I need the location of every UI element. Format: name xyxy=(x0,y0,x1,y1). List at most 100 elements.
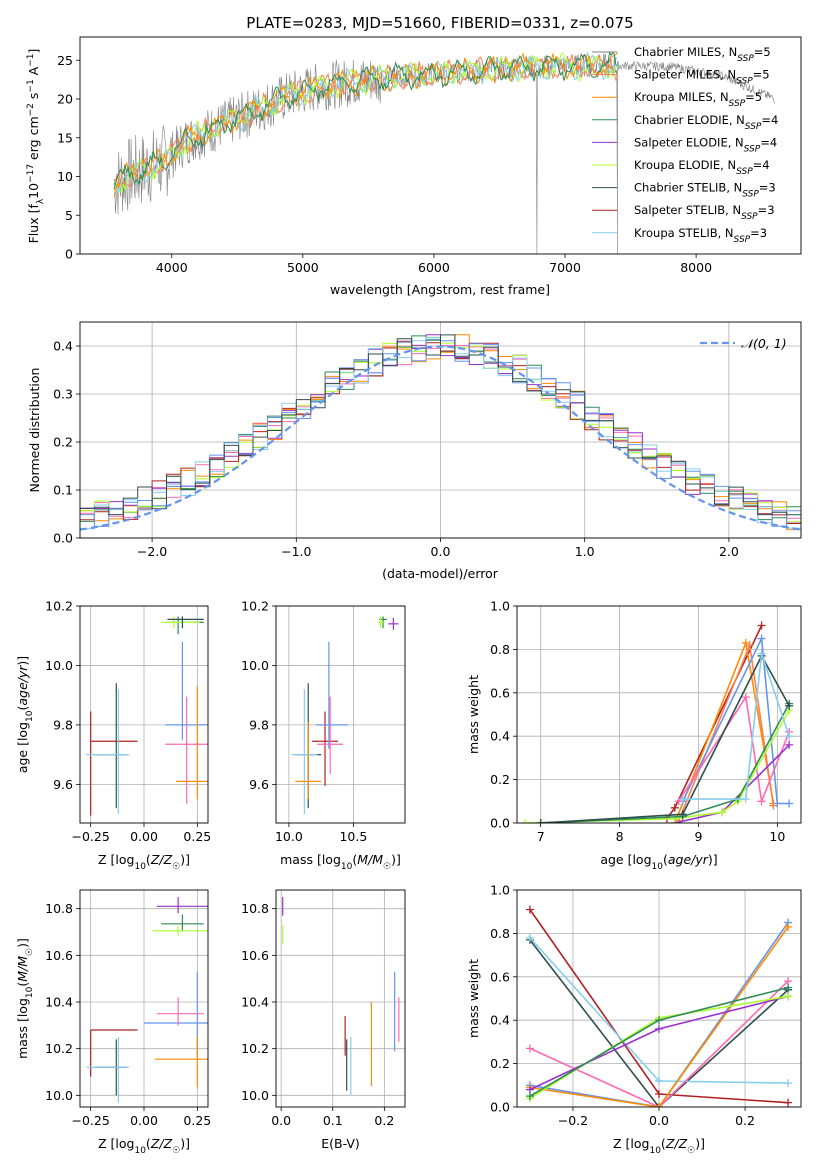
x-tick-label: 6000 xyxy=(418,260,450,275)
x-axis-label: Z [log10(Z/Z☉)] xyxy=(613,1136,705,1156)
x-axis-label: E(B-V) xyxy=(321,1136,360,1151)
y-tick-label: 0.8 xyxy=(490,926,510,941)
y-tick-label: 10.8 xyxy=(241,901,269,916)
y-axis-label: mass weight xyxy=(466,675,481,754)
weight-marker xyxy=(757,634,766,643)
weight-marker xyxy=(520,819,529,823)
weight-line xyxy=(678,694,790,805)
mass_vs_Z-panel: −0.25 0.00 0.25 10.0 10.2 10.4 10.6 10.8 Z [log1… xyxy=(15,889,211,1156)
mass_vs_EBV-panel: 0.0 0.1 0.2 10.0 10.2 10.4 10.6 10.8 E(B-V) xyxy=(241,889,406,1151)
y-tick-label: 1.0 xyxy=(490,883,510,898)
weight-marker xyxy=(655,1016,663,1025)
y-tick-label: 20 xyxy=(57,92,73,107)
weight-marker xyxy=(741,693,750,702)
legend-label: Salpeter STELIB, NSSP=3 xyxy=(634,203,775,222)
residuals-marks xyxy=(80,334,801,531)
weight-marker xyxy=(784,1098,793,1107)
y-tick-label: 9.6 xyxy=(249,777,269,792)
weight-marker xyxy=(785,799,794,808)
y-tick-label: 0.0 xyxy=(490,1100,510,1115)
y-tick-label: 0.2 xyxy=(53,435,73,450)
y-tick-label: 1.0 xyxy=(490,599,510,614)
x-tick-label: 10.0 xyxy=(275,829,303,844)
weight-marker xyxy=(784,1079,793,1088)
y-tick-label: 10.4 xyxy=(45,995,73,1010)
x-tick-label: 7000 xyxy=(549,260,581,275)
mass_vs_EBV-marks xyxy=(282,897,400,1096)
x-axis-label: mass [log10(M/M☉)] xyxy=(280,852,401,872)
model-spectrum xyxy=(113,52,618,194)
age_vs_mass-marks xyxy=(291,616,399,815)
legend-label: 𝒩(0, 1) xyxy=(741,336,787,351)
legend-label: Chabrier ELODIE, NSSP=4 xyxy=(634,113,778,132)
x-tick-label: 8000 xyxy=(680,260,712,275)
weight-marker xyxy=(718,808,727,817)
x-tick-label: 0.0 xyxy=(649,1113,669,1128)
y-tick-label: 0 xyxy=(65,247,73,262)
weight-marker xyxy=(773,799,782,808)
x-tick-label: −1.0 xyxy=(281,544,311,559)
model-spectrum xyxy=(113,51,618,196)
y-tick-label: 10.4 xyxy=(241,995,269,1010)
weight-marker xyxy=(536,819,545,823)
y-tick-label: 5 xyxy=(65,208,73,223)
weight-marker xyxy=(525,1044,534,1053)
axes-frame xyxy=(516,889,802,1108)
y-tick-label: 0.0 xyxy=(53,531,73,546)
weight-marker xyxy=(678,810,687,819)
weight-marker xyxy=(655,1076,663,1085)
x-axis-label: Z [log10(Z/Z☉)] xyxy=(98,1136,190,1156)
weight-marker xyxy=(784,992,793,1001)
weight-marker xyxy=(655,1024,663,1033)
residual-histogram xyxy=(80,334,801,516)
x-tick-label: 2.0 xyxy=(719,544,739,559)
age_vs_Z-marks xyxy=(86,616,208,816)
x-tick-label: 0.00 xyxy=(130,829,158,844)
age_vs_mass-panel: 10.0 10.5 9.6 9.8 10.0 10.2 mass [log10(M/M☉)] xyxy=(241,599,406,872)
x-tick-label: 0.00 xyxy=(130,1113,158,1128)
y-tick-label: 10.2 xyxy=(45,1041,73,1056)
y-tick-label: 10.0 xyxy=(241,1088,269,1103)
weight-marker xyxy=(670,814,679,823)
axes-frame xyxy=(79,321,802,539)
y-tick-label: 25 xyxy=(57,53,73,68)
y-axis-label: mass [log10(M/M☉)] xyxy=(15,938,35,1059)
x-tick-label: 7 xyxy=(537,829,545,844)
x-axis-label: wavelength [Angstrom, rest frame] xyxy=(330,282,550,297)
axes-frame xyxy=(275,605,406,824)
y-tick-label: 0.4 xyxy=(490,1013,510,1028)
legend-label: Kroupa STELIB, NSSP=3 xyxy=(634,226,767,245)
x-tick-label: 0.0 xyxy=(431,544,451,559)
legend-label: Chabrier STELIB, NSSP=3 xyxy=(634,181,776,200)
weight-marker xyxy=(785,740,794,749)
x-tick-label: 0.2 xyxy=(374,1113,394,1128)
x-tick-label: −0.25 xyxy=(72,829,110,844)
y-tick-label: 10 xyxy=(57,169,73,184)
axes-frame xyxy=(275,889,406,1108)
spectrum-panel: 4000 5000 6000 7000 8000 0 5 10 15 20 25 Chabrier M… xyxy=(26,36,802,297)
weight-marker xyxy=(785,701,794,710)
weight-line xyxy=(529,980,789,1107)
weight-marker xyxy=(757,797,766,806)
weight-marker xyxy=(784,983,793,992)
weight_vs_Z-marks xyxy=(525,905,793,1107)
x-tick-label: 4000 xyxy=(156,260,188,275)
weight-marker xyxy=(757,621,766,630)
gaussian-curve xyxy=(80,345,801,531)
y-tick-label: 10.2 xyxy=(241,599,269,614)
y-tick-label: 10.6 xyxy=(241,948,269,963)
y-tick-label: 0.4 xyxy=(490,729,510,744)
y-tick-label: 10.8 xyxy=(45,901,73,916)
y-tick-label: 0.8 xyxy=(490,642,510,657)
weight-marker xyxy=(784,922,793,931)
y-tick-label: 0.0 xyxy=(490,816,510,831)
x-tick-label: 0.25 xyxy=(183,829,211,844)
y-tick-label: 0.2 xyxy=(490,1056,510,1071)
axes-frame xyxy=(79,889,209,1108)
weight-line xyxy=(540,703,790,823)
y-tick-label: 10.0 xyxy=(45,658,73,673)
y-tick-label: 0.4 xyxy=(53,339,73,354)
x-tick-label: 0.25 xyxy=(183,1113,211,1128)
weight-marker xyxy=(785,732,794,741)
